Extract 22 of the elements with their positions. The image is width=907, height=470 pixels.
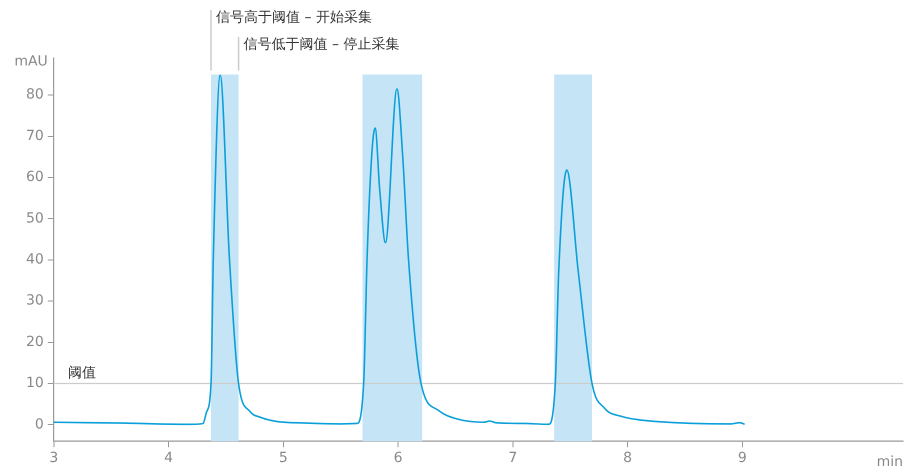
x-tick-label: 6 <box>394 450 403 466</box>
annotation: 信号低于阈值 – 停止采集 <box>244 36 400 53</box>
y-tick-label: 60 <box>26 169 44 186</box>
x-axis-title: min <box>876 454 903 470</box>
y-tick-label: 20 <box>26 334 44 350</box>
annotation: 信号高于阈值 – 开始采集 <box>216 10 372 26</box>
ref-line-label: 阈值 <box>68 365 96 382</box>
x-tick-label: 7 <box>508 450 518 466</box>
y-tick-label: 30 <box>26 292 44 309</box>
x-tick-label: 8 <box>623 450 632 466</box>
y-tick-label: 80 <box>26 86 44 103</box>
line-series <box>54 74 746 426</box>
x-tick-label: 3 <box>49 450 58 466</box>
y-tick-label: 50 <box>26 210 44 226</box>
y-tick-label: 70 <box>26 128 44 144</box>
x-tick-label: 4 <box>164 450 174 466</box>
x-tick-label: 5 <box>278 450 288 466</box>
y-axis-title: mAU <box>14 54 48 70</box>
y-tick-label: 40 <box>26 252 44 268</box>
x-tick-label: 9 <box>738 450 747 466</box>
y-tick-label: 0 <box>34 416 44 432</box>
y-tick-label: 10 <box>26 375 44 392</box>
